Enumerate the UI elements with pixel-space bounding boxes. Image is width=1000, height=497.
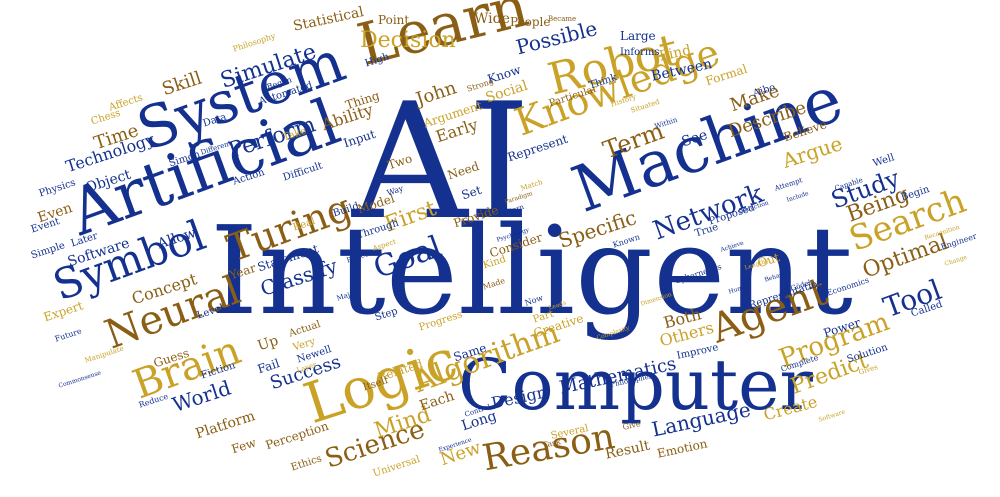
word-computer: Computer (458, 344, 813, 426)
word-large: Large (620, 29, 656, 43)
word-expert: Expert (41, 298, 85, 325)
word-up: Up (255, 332, 281, 355)
word-emotion: Emotion (655, 436, 709, 461)
word-ethics: Ethics (289, 453, 324, 474)
word-software-small: Software (817, 408, 847, 424)
word-people: People (510, 15, 551, 29)
word-attempt: Attempt (773, 176, 804, 193)
word-commonsense: Commonsense (57, 369, 102, 390)
word-became: Became (548, 15, 577, 23)
word-ai: AI (352, 68, 531, 255)
word-give: Give (621, 419, 642, 432)
word-wide: Wide (474, 11, 510, 27)
word-engineer: Engineer (939, 231, 978, 252)
word-few: Few (229, 435, 258, 457)
word-change: Change (943, 253, 969, 268)
word-decision: Decision (360, 28, 456, 53)
word-informs: Informs (620, 47, 660, 58)
word-point: Point (378, 13, 410, 27)
word-intelligent: Intelligent (210, 200, 853, 342)
word-future: Future (53, 326, 83, 344)
